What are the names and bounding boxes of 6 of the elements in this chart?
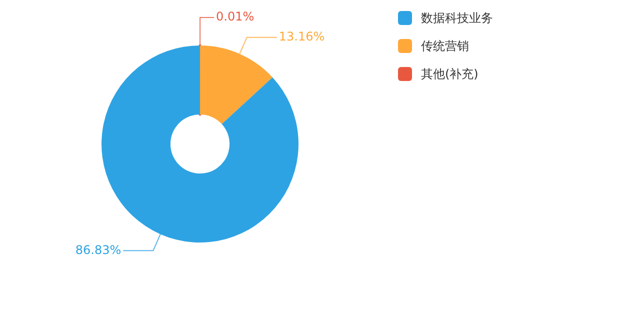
data-label: 0.01% <box>216 10 254 24</box>
legend-label: 传统营销 <box>421 38 469 54</box>
data-label: 13.16% <box>278 29 325 44</box>
legend-label: 数据科技业务 <box>421 10 493 26</box>
legend-label: 其他(补充) <box>421 66 478 82</box>
data-label: 86.83% <box>75 242 122 257</box>
